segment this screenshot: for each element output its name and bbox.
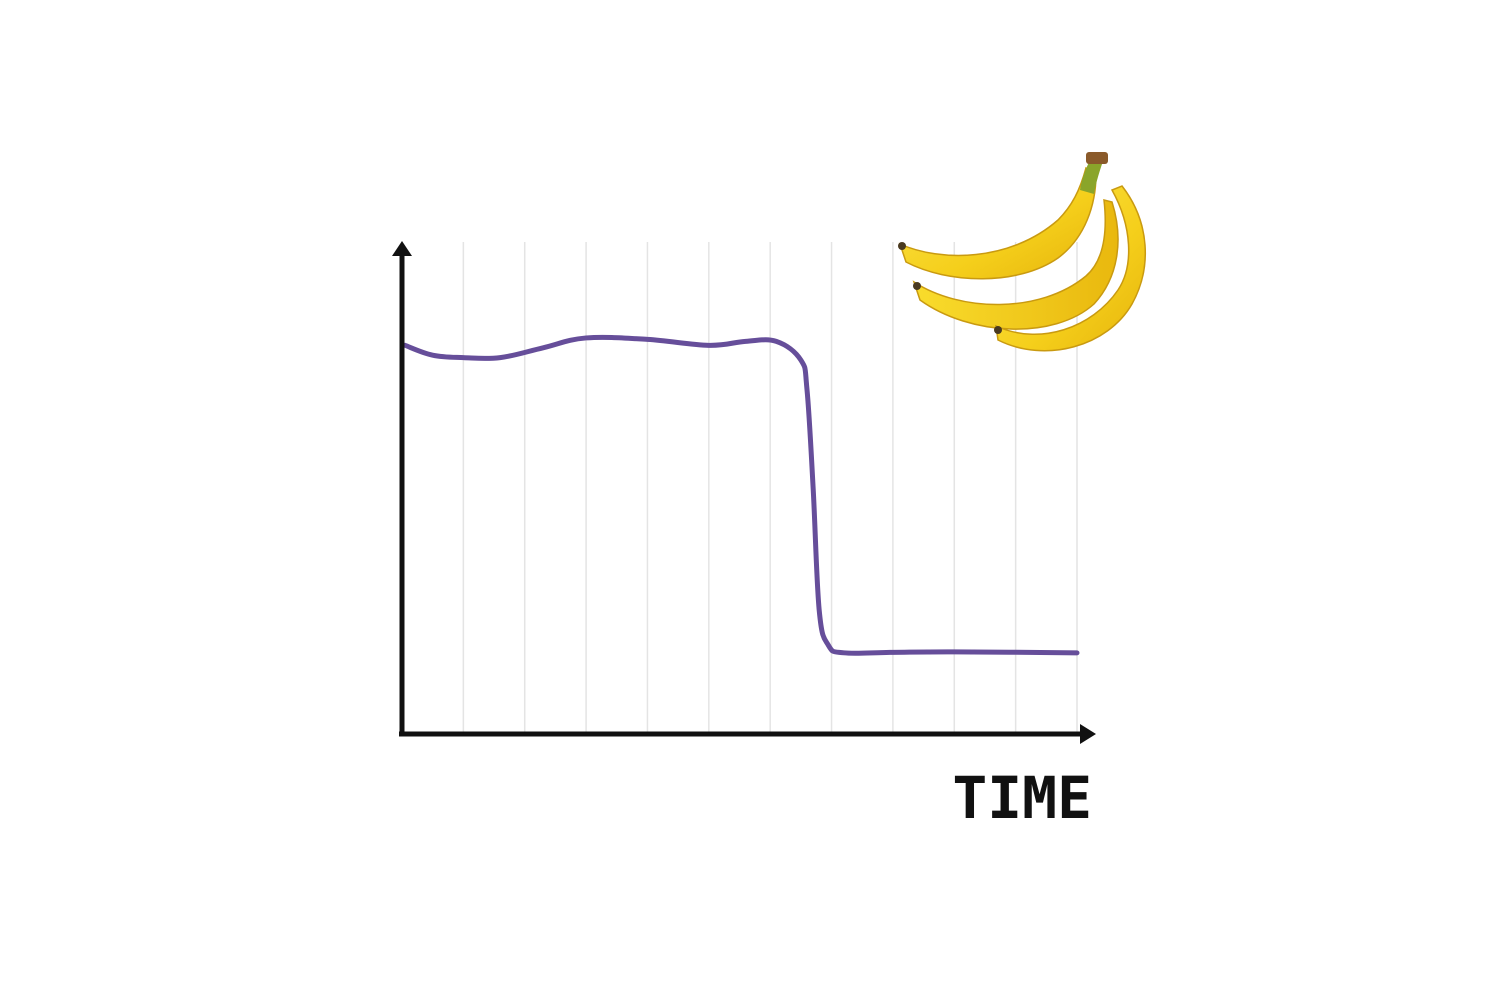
y-axis-arrow-icon <box>392 241 412 256</box>
x-axis-arrow-icon <box>1080 724 1096 744</box>
axes <box>392 241 1096 744</box>
banana-bunch-icon <box>898 152 1147 352</box>
x-axis-label: TIME <box>952 764 1092 832</box>
plot-area <box>402 334 1080 656</box>
series-line-0 <box>402 334 1080 656</box>
